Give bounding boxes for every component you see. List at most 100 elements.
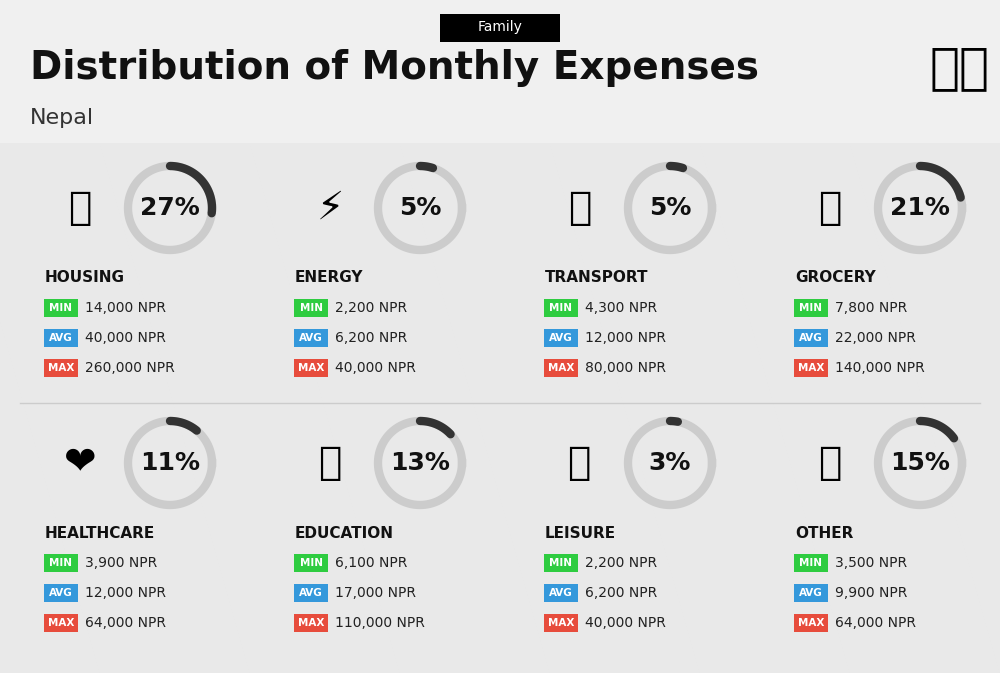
Text: 💰: 💰 (818, 444, 842, 482)
Polygon shape (0, 143, 250, 673)
Text: TRANSPORT: TRANSPORT (545, 271, 648, 285)
Text: Distribution of Monthly Expenses: Distribution of Monthly Expenses (30, 49, 759, 87)
FancyBboxPatch shape (44, 614, 78, 631)
Text: 40,000 NPR: 40,000 NPR (335, 361, 416, 375)
Text: 2,200 NPR: 2,200 NPR (585, 556, 657, 570)
Text: AVG: AVG (799, 333, 823, 343)
Text: 140,000 NPR: 140,000 NPR (835, 361, 925, 375)
FancyBboxPatch shape (44, 299, 78, 316)
Text: MIN: MIN (550, 558, 572, 568)
Text: 🚌: 🚌 (568, 189, 592, 227)
Polygon shape (100, 143, 550, 673)
Text: MAX: MAX (798, 618, 824, 628)
Text: 40,000 NPR: 40,000 NPR (585, 616, 666, 630)
Text: 🎓: 🎓 (318, 444, 342, 482)
FancyBboxPatch shape (794, 614, 828, 631)
Polygon shape (700, 143, 1000, 673)
FancyBboxPatch shape (544, 554, 578, 571)
FancyBboxPatch shape (294, 554, 328, 571)
Text: AVG: AVG (549, 588, 573, 598)
Text: ❤️: ❤️ (64, 444, 96, 482)
Text: 27%: 27% (140, 196, 200, 220)
Text: 5%: 5% (649, 196, 691, 220)
Text: MAX: MAX (548, 363, 574, 373)
FancyBboxPatch shape (44, 329, 78, 347)
Text: 14,000 NPR: 14,000 NPR (85, 301, 166, 315)
Text: 3%: 3% (649, 451, 691, 475)
Polygon shape (0, 143, 400, 673)
Text: ⚡: ⚡ (316, 189, 344, 227)
FancyBboxPatch shape (544, 299, 578, 316)
Text: 6,200 NPR: 6,200 NPR (585, 586, 657, 600)
Text: 4,300 NPR: 4,300 NPR (585, 301, 657, 315)
FancyBboxPatch shape (294, 299, 328, 316)
Text: 🇳🇵: 🇳🇵 (930, 44, 990, 92)
Text: MIN: MIN (800, 303, 822, 313)
Text: AVG: AVG (299, 588, 323, 598)
Text: 21%: 21% (890, 196, 950, 220)
Text: HOUSING: HOUSING (45, 271, 125, 285)
Text: MIN: MIN (300, 303, 323, 313)
FancyBboxPatch shape (794, 299, 828, 316)
Text: HEALTHCARE: HEALTHCARE (45, 526, 155, 540)
FancyBboxPatch shape (294, 359, 328, 376)
FancyBboxPatch shape (44, 584, 78, 602)
Text: MAX: MAX (48, 618, 74, 628)
Text: AVG: AVG (799, 588, 823, 598)
Text: EDUCATION: EDUCATION (295, 526, 394, 540)
Text: 15%: 15% (890, 451, 950, 475)
Text: 6,100 NPR: 6,100 NPR (335, 556, 407, 570)
Text: 260,000 NPR: 260,000 NPR (85, 361, 175, 375)
Text: 12,000 NPR: 12,000 NPR (585, 331, 666, 345)
Polygon shape (400, 143, 850, 673)
Text: AVG: AVG (49, 588, 73, 598)
FancyBboxPatch shape (294, 614, 328, 631)
Polygon shape (0, 143, 100, 673)
Text: 40,000 NPR: 40,000 NPR (85, 331, 166, 345)
Text: 3,900 NPR: 3,900 NPR (85, 556, 157, 570)
Text: MAX: MAX (48, 363, 74, 373)
FancyBboxPatch shape (544, 359, 578, 376)
Text: AVG: AVG (299, 333, 323, 343)
Text: 🛍️: 🛍️ (568, 444, 592, 482)
Text: 6,200 NPR: 6,200 NPR (335, 331, 407, 345)
Text: 2,200 NPR: 2,200 NPR (335, 301, 407, 315)
FancyBboxPatch shape (544, 614, 578, 631)
Text: MIN: MIN (550, 303, 572, 313)
Text: 12,000 NPR: 12,000 NPR (85, 586, 166, 600)
Text: MIN: MIN (300, 558, 323, 568)
Text: 64,000 NPR: 64,000 NPR (835, 616, 916, 630)
Text: 🏢: 🏢 (68, 189, 92, 227)
Polygon shape (850, 143, 1000, 673)
Text: LEISURE: LEISURE (545, 526, 616, 540)
FancyBboxPatch shape (440, 14, 560, 42)
Text: MAX: MAX (298, 618, 324, 628)
FancyBboxPatch shape (794, 359, 828, 376)
Text: MIN: MIN (50, 303, 72, 313)
Text: 110,000 NPR: 110,000 NPR (335, 616, 425, 630)
FancyBboxPatch shape (794, 584, 828, 602)
Text: 80,000 NPR: 80,000 NPR (585, 361, 666, 375)
FancyBboxPatch shape (544, 329, 578, 347)
Text: 9,900 NPR: 9,900 NPR (835, 586, 907, 600)
Text: Family: Family (478, 20, 522, 34)
Text: MAX: MAX (298, 363, 324, 373)
Text: GROCERY: GROCERY (795, 271, 876, 285)
Text: 3,500 NPR: 3,500 NPR (835, 556, 907, 570)
Text: MIN: MIN (800, 558, 822, 568)
FancyBboxPatch shape (794, 554, 828, 571)
Text: MAX: MAX (798, 363, 824, 373)
Text: MAX: MAX (548, 618, 574, 628)
Text: 11%: 11% (140, 451, 200, 475)
Text: 7,800 NPR: 7,800 NPR (835, 301, 907, 315)
FancyBboxPatch shape (44, 554, 78, 571)
Text: 17,000 NPR: 17,000 NPR (335, 586, 416, 600)
Text: OTHER: OTHER (795, 526, 853, 540)
Text: Nepal: Nepal (30, 108, 94, 128)
FancyBboxPatch shape (794, 329, 828, 347)
Text: AVG: AVG (549, 333, 573, 343)
Text: AVG: AVG (49, 333, 73, 343)
Polygon shape (550, 143, 1000, 673)
FancyBboxPatch shape (44, 359, 78, 376)
Text: 13%: 13% (390, 451, 450, 475)
